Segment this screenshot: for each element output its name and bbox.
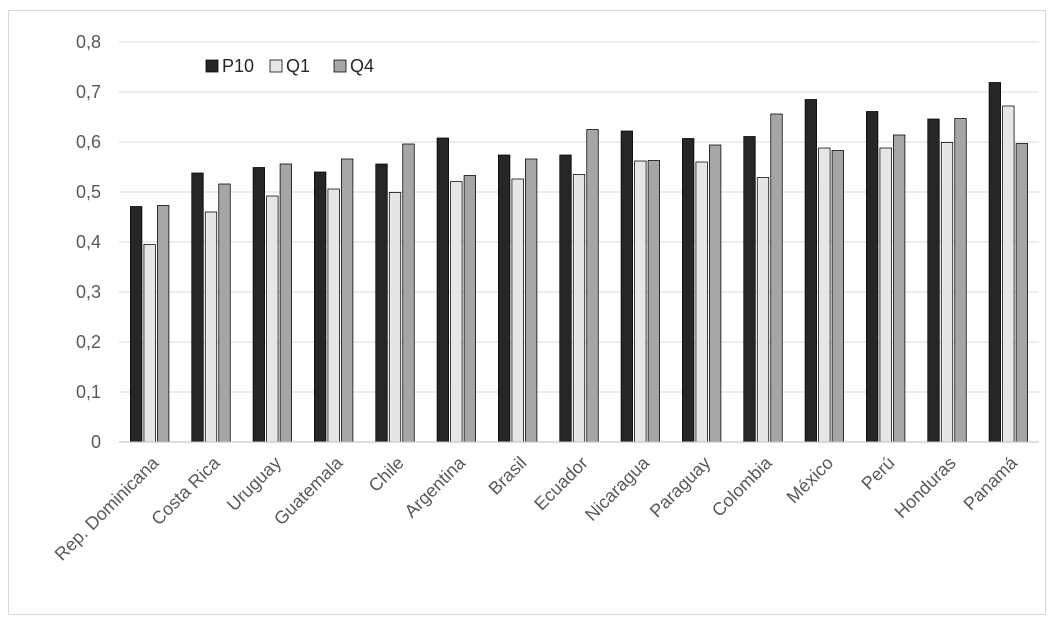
bar-q4-12 <box>893 134 906 443</box>
bar-q1-14 <box>1002 105 1015 443</box>
legend-swatch-p10 <box>205 59 219 73</box>
bar-q1-8 <box>634 160 647 443</box>
legend: P10 Q1 Q4 <box>205 56 374 76</box>
x-tick-label: Uruguay <box>223 453 285 515</box>
bar-q1-0 <box>143 244 156 443</box>
bar-p10-8 <box>620 130 633 443</box>
legend-label-q1: Q1 <box>286 56 310 76</box>
legend-label-p10: P10 <box>222 56 254 76</box>
y-tick-label: 0,5 <box>76 182 101 202</box>
bar-q4-4 <box>402 143 415 443</box>
bar-q4-6 <box>525 158 538 443</box>
y-tick-label: 0,4 <box>76 232 101 252</box>
chart-frame: 0 0,1 0,2 0,3 0,4 0,5 0,6 0,7 0,8 Rep. Dominican… <box>8 10 1046 615</box>
x-tick-label: Rep. Dominicana <box>51 452 163 564</box>
bar-q1-1 <box>204 211 218 443</box>
bar-q4-9 <box>709 144 722 443</box>
bar-p10-4 <box>375 163 388 443</box>
bar-p10-14 <box>988 82 1001 443</box>
bar-q4-14 <box>1015 143 1028 443</box>
x-tick-label: Perú <box>857 453 898 494</box>
y-tick-label: 0,8 <box>76 32 101 52</box>
bar-q1-4 <box>388 192 402 443</box>
bar-p10-6 <box>498 154 511 443</box>
legend-label-q4: Q4 <box>350 56 374 76</box>
y-tick-label: 0,7 <box>76 82 101 102</box>
bar-p10-9 <box>682 138 695 443</box>
bar-p10-0 <box>130 206 143 443</box>
bar-p10-3 <box>314 171 327 443</box>
bar-q4-7 <box>586 129 599 443</box>
y-tick-label: 0,2 <box>76 332 101 352</box>
x-tick-label: Brasil <box>485 453 531 499</box>
y-tick-label: 0,3 <box>76 282 101 302</box>
bar-q4-0 <box>157 205 170 443</box>
bar-p10-1 <box>191 172 204 443</box>
x-tick-label: Colombia <box>708 452 777 521</box>
x-tick-label: México <box>783 453 837 507</box>
x-tick-label: Chile <box>365 453 408 496</box>
bar-q4-5 <box>463 175 476 443</box>
bar-q1-13 <box>940 142 954 443</box>
bars <box>130 82 1028 443</box>
bar-p10-10 <box>743 136 756 443</box>
bar-q4-13 <box>954 118 967 443</box>
x-tick-label: Nicaragua <box>581 452 654 525</box>
bar-q1-10 <box>756 177 770 443</box>
bar-p10-2 <box>252 167 265 443</box>
bar-p10-13 <box>927 118 940 443</box>
legend-swatch-q4 <box>333 59 347 73</box>
x-tick-label: Honduras <box>890 453 959 522</box>
bar-q1-9 <box>695 161 708 443</box>
bar-q1-5 <box>450 181 463 443</box>
bar-q4-1 <box>218 183 231 443</box>
bar-q1-12 <box>879 147 892 443</box>
bar-q1-6 <box>511 178 524 443</box>
y-axis-tick-labels: 0 0,1 0,2 0,3 0,4 0,5 0,6 0,7 0,8 <box>76 32 101 452</box>
bar-p10-11 <box>804 99 817 443</box>
bar-q4-8 <box>647 160 660 443</box>
bar-q1-11 <box>818 147 831 443</box>
bar-q4-10 <box>770 113 783 443</box>
bar-q4-2 <box>279 163 292 443</box>
x-tick-label: Argentina <box>401 452 470 521</box>
bar-q1-3 <box>327 188 340 443</box>
x-tick-label: Paraguay <box>646 453 715 522</box>
bar-q1-7 <box>572 174 586 443</box>
legend-swatch-q1 <box>269 59 283 73</box>
bar-q4-11 <box>831 150 844 443</box>
bar-q4-3 <box>341 158 354 443</box>
bar-p10-7 <box>559 154 572 443</box>
bar-chart: 0 0,1 0,2 0,3 0,4 0,5 0,6 0,7 0,8 Rep. Dominican… <box>51 32 1039 564</box>
x-tick-label: Ecuador <box>530 453 592 515</box>
y-tick-label: 0,6 <box>76 132 101 152</box>
bar-p10-5 <box>436 137 449 443</box>
bar-q1-2 <box>266 195 279 443</box>
x-tick-label: Panamá <box>960 452 1022 514</box>
bar-p10-12 <box>866 111 879 443</box>
y-tick-label: 0 <box>91 432 101 452</box>
y-tick-label: 0,1 <box>76 382 101 402</box>
